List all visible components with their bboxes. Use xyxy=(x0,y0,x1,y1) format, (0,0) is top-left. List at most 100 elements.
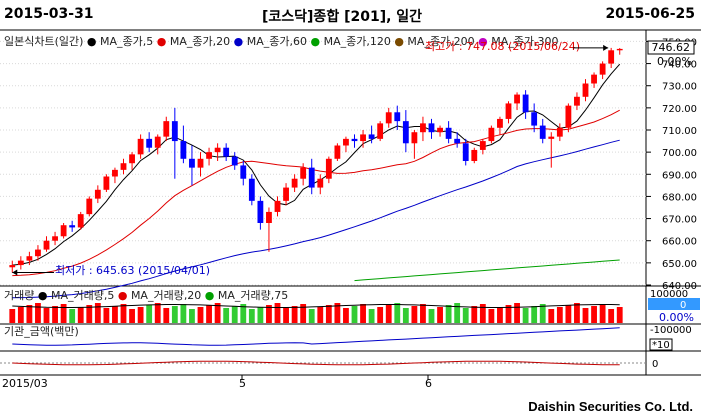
candle xyxy=(112,167,118,184)
candle xyxy=(522,90,529,119)
volume-bar xyxy=(86,305,93,323)
company-footer: Daishin Securities Co. Ltd. xyxy=(528,399,693,414)
volume-bar xyxy=(539,304,546,323)
candle xyxy=(26,251,33,266)
candle-body xyxy=(385,112,392,124)
candle xyxy=(437,125,443,137)
candle-body xyxy=(17,260,24,266)
institution-unit: *10 xyxy=(652,340,670,351)
candle-body xyxy=(291,178,298,188)
volume-bar xyxy=(94,303,101,323)
volume-bar xyxy=(377,307,384,323)
volume-bar xyxy=(488,309,495,323)
volume-bar xyxy=(308,309,315,323)
candle-body xyxy=(437,127,443,133)
candle-body xyxy=(522,94,529,113)
candle xyxy=(454,132,461,148)
candle xyxy=(317,174,324,195)
candle-body xyxy=(420,123,426,133)
candle-body xyxy=(582,83,589,97)
volume-bar xyxy=(197,307,204,323)
y-tick-label: 680.00 xyxy=(662,192,697,203)
volume-axis-top: 100000 xyxy=(650,289,688,300)
volume-bar xyxy=(231,306,238,323)
candle-body xyxy=(445,127,452,139)
candle xyxy=(497,116,503,135)
candle-body xyxy=(223,147,230,157)
candle xyxy=(223,143,230,161)
legend-swatch: ● xyxy=(114,289,131,302)
candle-body xyxy=(103,176,110,190)
institution-axis-label: -100000 xyxy=(650,325,692,336)
y-tick-label: 730.00 xyxy=(662,82,697,93)
candle xyxy=(163,116,170,142)
candle-body xyxy=(360,134,366,142)
volume-bar xyxy=(437,307,443,323)
volume-bar xyxy=(137,307,144,323)
candle xyxy=(283,183,289,206)
candle-body xyxy=(317,178,324,188)
ma-5-line xyxy=(12,63,621,266)
candle xyxy=(94,185,101,204)
low-price-label: 최저가 : 645.63 (2015/04/01) xyxy=(55,264,210,277)
candle xyxy=(351,134,358,148)
volume-bar xyxy=(77,307,84,323)
ma-60-line xyxy=(12,139,620,299)
volume-bar xyxy=(505,305,512,323)
candle-body xyxy=(146,138,153,148)
volume-bar xyxy=(257,307,264,323)
candle xyxy=(9,260,16,273)
candle-body xyxy=(454,138,461,144)
candle xyxy=(334,143,341,161)
legend-swatch: ● xyxy=(83,35,100,48)
candle-body xyxy=(368,134,375,139)
candle xyxy=(325,156,332,184)
candle-body xyxy=(497,118,503,128)
volume-bar xyxy=(180,304,187,323)
price-legend: 일본식차트(일간) ● MA_종가,5 ● MA_종가,20 ● MA_종가,6… xyxy=(4,34,559,48)
candle-body xyxy=(591,74,597,84)
candle xyxy=(608,47,615,68)
volume-bar xyxy=(522,308,529,323)
volume-bar xyxy=(454,303,461,323)
bottom-axis-label: 0 xyxy=(652,359,658,370)
x-label-start: 2015/03 xyxy=(2,377,48,390)
institution-line xyxy=(12,327,620,346)
candle-body xyxy=(616,48,623,51)
candle-body xyxy=(599,63,606,75)
candle-body xyxy=(300,167,307,179)
volume-legend: 거래량 ● MA_거래량,5 ● MA_거래량,20 ● MA_거래량,75 xyxy=(4,289,288,302)
volume-bar xyxy=(69,309,76,323)
legend-label: MA_거래량,75 xyxy=(218,289,288,302)
candle-body xyxy=(9,265,16,268)
ma-120-line xyxy=(354,259,620,282)
current-price: 746.62 xyxy=(652,41,691,54)
volume-bar xyxy=(248,309,255,323)
candle-body xyxy=(180,141,187,159)
legend-label: MA_종가,20 xyxy=(170,35,230,48)
volume-bar xyxy=(591,306,597,323)
legend-label: 거래량 xyxy=(4,289,34,302)
volume-bar xyxy=(146,305,153,323)
chart-title: [코스닥]종합 [201], 일간 xyxy=(262,9,423,25)
candle-body xyxy=(411,132,418,144)
candle-body xyxy=(43,240,50,250)
candle-body xyxy=(86,198,93,215)
candle xyxy=(129,152,135,170)
volume-bar xyxy=(9,309,16,323)
candle xyxy=(77,211,84,230)
legend-swatch: ● xyxy=(307,35,324,48)
volume-bar xyxy=(599,304,606,323)
volume-bar xyxy=(497,307,503,323)
candle xyxy=(591,72,597,88)
current-price-box xyxy=(647,40,695,55)
volume-bar xyxy=(556,307,563,323)
candle-body xyxy=(60,225,67,237)
legend-label: MA_종가,60 xyxy=(247,35,307,48)
candle xyxy=(189,145,195,186)
x-axis: 2015/03 5 6 xyxy=(2,375,432,390)
candle-body xyxy=(206,152,212,159)
price-change-pct: 0.00% xyxy=(657,55,692,68)
candle xyxy=(308,158,315,195)
